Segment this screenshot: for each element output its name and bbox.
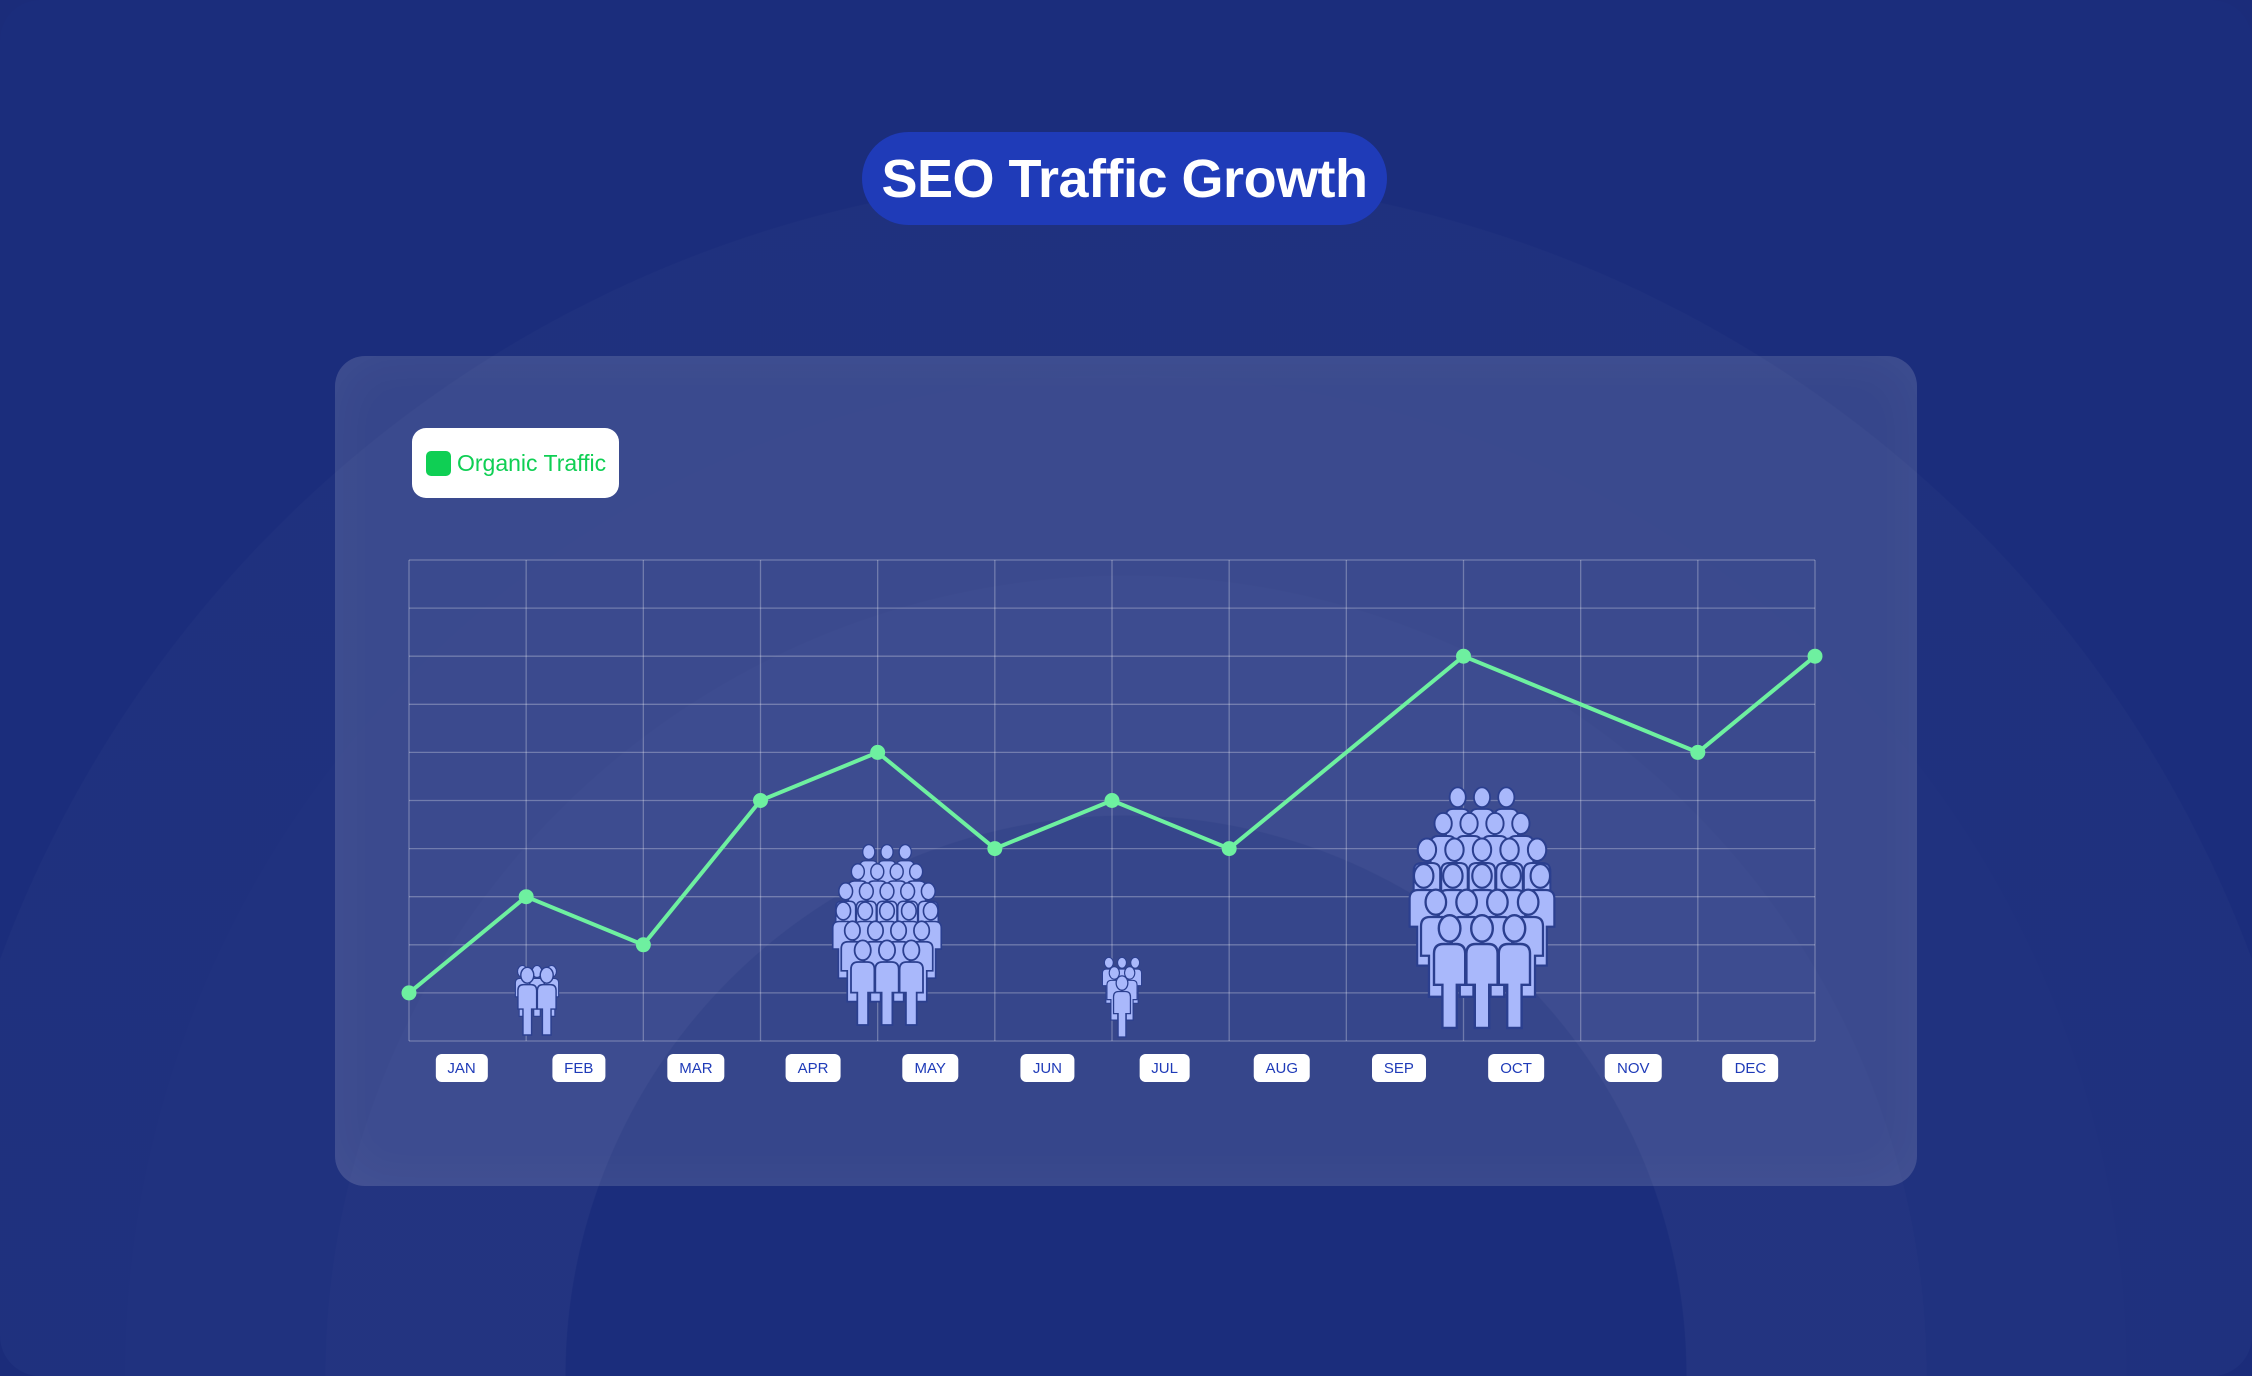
page-title: SEO Traffic Growth (862, 132, 1387, 225)
person-icon (1432, 914, 1467, 1030)
data-point (753, 793, 768, 808)
data-point (518, 889, 534, 905)
x-tick-label: AUG (1253, 1054, 1311, 1082)
data-point (1807, 648, 1823, 664)
data-point (1221, 841, 1237, 857)
data-point (1456, 648, 1471, 664)
x-tick-label: MAY (902, 1054, 958, 1082)
person-icon (1497, 914, 1532, 1030)
legend-label: Organic Traffic (457, 449, 607, 476)
person-icon (536, 966, 557, 1036)
data-point (1104, 793, 1120, 808)
x-tick-label: MAR (667, 1054, 725, 1082)
x-tick-label: JUN (1020, 1054, 1074, 1082)
data-point (401, 985, 417, 1001)
x-tick-label: APR (785, 1054, 841, 1082)
legend: Organic Traffic (412, 428, 619, 498)
x-tick-label: OCT (1488, 1054, 1544, 1082)
data-point (870, 744, 886, 760)
x-tick-label: NOV (1604, 1054, 1662, 1082)
data-point (635, 937, 651, 953)
legend-swatch (426, 450, 451, 476)
x-tick-label: FEB (552, 1054, 606, 1082)
x-tick-label: JUL (1139, 1054, 1190, 1082)
x-tick-label: SEP (1371, 1054, 1426, 1082)
data-point (1690, 744, 1706, 760)
person-icon (850, 939, 876, 1026)
x-tick-label: DEC (1722, 1054, 1779, 1082)
x-tick-label: JAN (435, 1054, 488, 1082)
person-icon (1112, 975, 1132, 1038)
person-icon (874, 939, 900, 1026)
person-icon (898, 939, 924, 1026)
data-point (987, 841, 1003, 857)
person-icon (1465, 914, 1499, 1030)
person-icon (517, 966, 538, 1036)
